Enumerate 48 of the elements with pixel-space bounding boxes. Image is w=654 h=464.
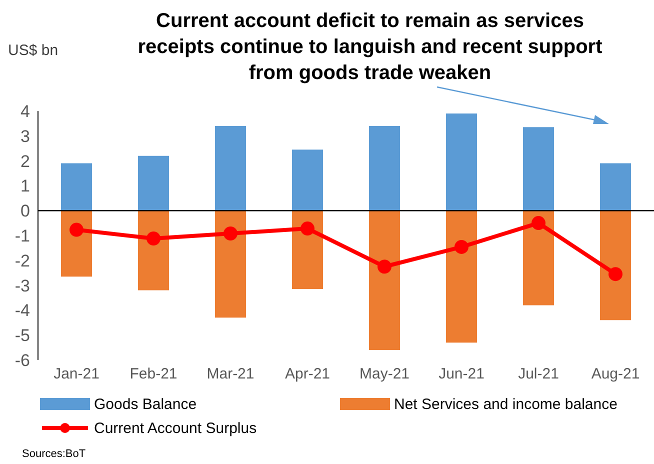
bar bbox=[446, 210, 477, 343]
point bbox=[454, 240, 468, 254]
point bbox=[70, 222, 84, 237]
point bbox=[300, 222, 314, 236]
x-tick-label: Mar-21 bbox=[206, 366, 254, 383]
x-tick-label: Apr-21 bbox=[284, 366, 330, 383]
y-tick-label: -3 bbox=[14, 276, 30, 296]
legend-label: Goods Balance bbox=[94, 396, 197, 412]
bar bbox=[138, 210, 169, 290]
bar bbox=[292, 150, 323, 211]
x-tick-label: Feb-21 bbox=[130, 366, 178, 383]
x-tick-label: Jul-21 bbox=[518, 366, 559, 383]
y-tick-label: 1 bbox=[20, 176, 30, 196]
y-axis-title: US$ bn bbox=[8, 42, 58, 59]
bar bbox=[523, 210, 554, 306]
point bbox=[224, 226, 238, 241]
bar bbox=[446, 113, 477, 211]
bar bbox=[215, 126, 246, 211]
chart-title: Current account deficit to remain as services receipts continue to languish and recent support from goods trade weaken bbox=[136, 9, 604, 86]
bar bbox=[369, 126, 400, 211]
bar bbox=[523, 127, 554, 211]
legend-label: Current Account Surplus bbox=[94, 420, 257, 436]
point bbox=[608, 267, 622, 282]
bar bbox=[61, 163, 92, 211]
x-tick-label: Jan-21 bbox=[54, 366, 100, 383]
bar bbox=[215, 210, 246, 318]
y-tick-label: 2 bbox=[20, 152, 30, 171]
legend-label: Net Services and income balance bbox=[394, 396, 618, 412]
x-tick-label: Aug-21 bbox=[591, 366, 640, 383]
y-tick-label: 0 bbox=[20, 202, 30, 221]
y-tick-label: -5 bbox=[14, 326, 30, 346]
y-tick-label: -2 bbox=[14, 251, 30, 270]
y-tick-label: -4 bbox=[14, 301, 30, 320]
source-note: Sources:BoT bbox=[22, 448, 86, 460]
bar bbox=[138, 156, 169, 211]
bar bbox=[600, 210, 631, 320]
bar bbox=[292, 210, 323, 290]
y-tick-label: 3 bbox=[20, 126, 30, 146]
x-tick-label: Jun-21 bbox=[438, 366, 484, 383]
point bbox=[378, 260, 392, 274]
y-tick-label: -6 bbox=[14, 351, 30, 370]
bar bbox=[600, 163, 631, 211]
bar bbox=[369, 210, 400, 350]
y-tick-label: -1 bbox=[14, 226, 30, 246]
point bbox=[532, 216, 546, 230]
y-tick-label: 4 bbox=[20, 102, 30, 122]
x-tick-label: May-21 bbox=[359, 366, 410, 383]
point bbox=[146, 231, 160, 246]
